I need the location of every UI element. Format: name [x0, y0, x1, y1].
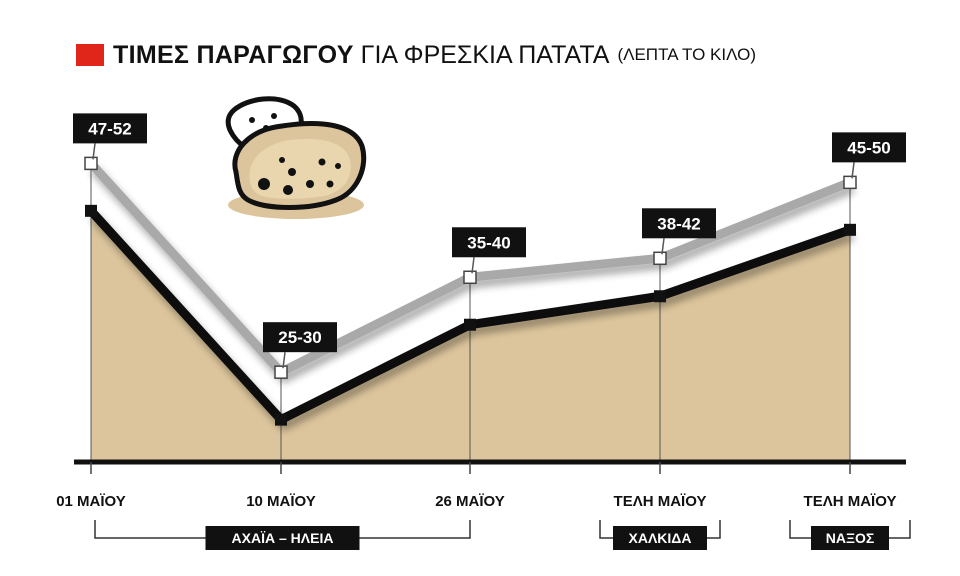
- low-point: [85, 204, 97, 217]
- data-label-leader: [282, 352, 286, 369]
- low-point: [844, 223, 856, 236]
- group-label-box: [613, 526, 707, 550]
- high-point: [274, 365, 288, 379]
- group-label: ΧΑΛΚΙΔΑ: [629, 530, 692, 546]
- data-label: 45-50: [847, 138, 890, 157]
- data-label-box: [263, 322, 337, 353]
- data-label: 25-30: [278, 328, 321, 347]
- data-label-leader: [661, 238, 665, 255]
- title-bold: ΤΙΜΕΣ ΠΑΡΑΓΩΓΟΥ: [113, 40, 354, 69]
- high-point: [843, 175, 857, 190]
- low-point: [275, 413, 287, 426]
- x-tick-label: 01 ΜΑΪΟΥ: [56, 493, 126, 510]
- data-label: 38-42: [657, 214, 700, 233]
- x-tick-label: 10 ΜΑΪΟΥ: [246, 493, 316, 510]
- title-regular: ΓΙΑ ΦΡΕΣΚΙΑ ΠΑΤΑΤΑ: [360, 40, 610, 69]
- data-label-box: [452, 227, 526, 258]
- high-point: [653, 251, 667, 266]
- low-point: [654, 290, 666, 303]
- x-tick-label: ΤΕΛΗ ΜΑΪΟΥ: [614, 493, 707, 510]
- potato-icon: [225, 96, 367, 219]
- title-marker: [76, 44, 104, 66]
- data-label: 35-40: [467, 233, 510, 252]
- group-label: ΝΑΞΟΣ: [826, 530, 875, 546]
- data-label-leader: [471, 257, 475, 274]
- title-unit: (ΛΕΠΤΑ ΤΟ ΚΙΛΟ): [617, 45, 756, 64]
- data-label-box: [73, 113, 147, 144]
- group-label: ΑΧΑΪΑ – ΗΛΕΙΑ: [232, 530, 334, 546]
- data-label-leader: [92, 143, 96, 160]
- low-point: [464, 318, 476, 331]
- data-label-leader: [851, 162, 855, 179]
- data-label-box: [832, 132, 906, 163]
- x-tick-label: ΤΕΛΗ ΜΑΪΟΥ: [804, 493, 897, 510]
- data-label: 47-52: [88, 119, 131, 138]
- x-tick-label: 26 ΜΑΪΟΥ: [435, 493, 505, 510]
- data-label-box: [642, 208, 716, 239]
- chart-title: ΤΙΜΕΣ ΠΑΡΑΓΩΓΟΥ ΓΙΑ ΦΡΕΣΚΙΑ ΠΑΤΑΤΑ (ΛΕΠΤ…: [76, 38, 756, 72]
- high-point: [463, 270, 477, 285]
- group-label-box: [205, 526, 360, 550]
- high-point: [84, 156, 98, 171]
- group-label-box: [811, 526, 889, 550]
